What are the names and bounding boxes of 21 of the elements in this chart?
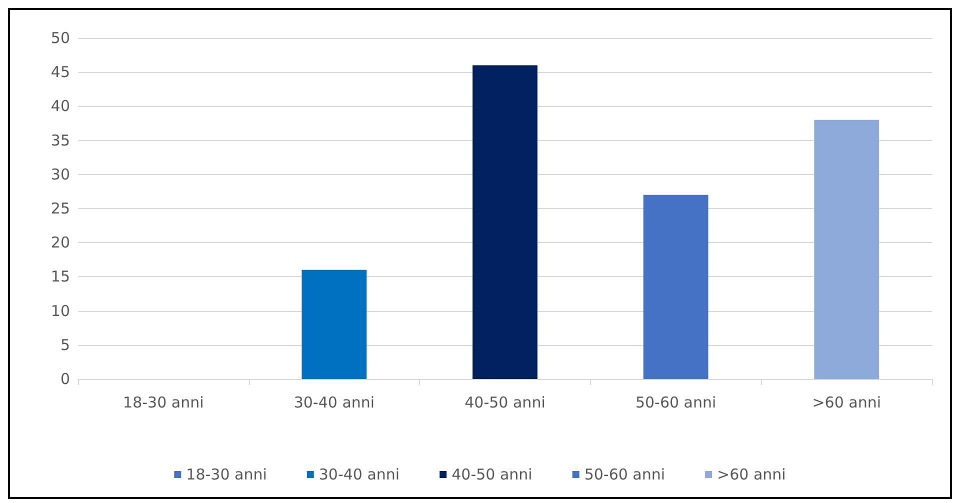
y-tick-label: 20 (50, 234, 70, 252)
legend-label: 40-50 anni (452, 466, 532, 484)
legend-label: 30-40 anni (318, 466, 400, 484)
x-tick-label: 50-60 anni (635, 394, 716, 412)
y-tick-label: 0 (60, 370, 70, 388)
y-tick-label: 50 (50, 29, 70, 47)
legend-label: 18-30 anni (186, 466, 267, 484)
y-tick-label: 30 (50, 165, 70, 184)
legend-label: 50-60 anni (584, 466, 666, 484)
y-tick-label: 25 (50, 200, 70, 218)
y-tick-label: 15 (50, 268, 70, 286)
x-tick-label: >60 anni (812, 394, 881, 412)
y-tick-label: 10 (50, 302, 70, 320)
x-tick-label: 40-50 anni (464, 394, 546, 412)
y-tick-label: 40 (50, 97, 70, 116)
x-tick-label: 18-30 anni (123, 394, 204, 412)
x-tick-label: 30-40 anni (294, 394, 375, 412)
y-tick-label: 45 (50, 63, 70, 82)
y-tick-label: 5 (60, 336, 70, 354)
y-tick-label: 35 (50, 131, 70, 150)
legend-label: >60 anni (717, 466, 786, 484)
